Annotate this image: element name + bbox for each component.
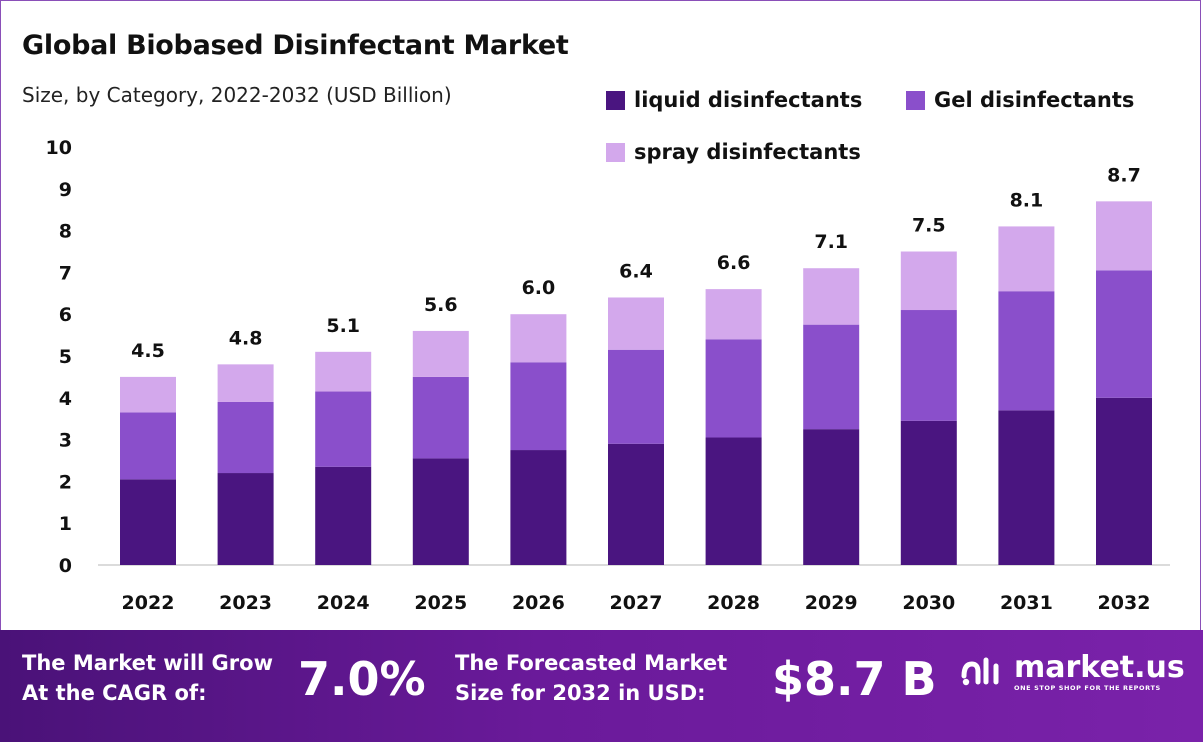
x-tick-label: 2023 — [219, 592, 272, 614]
bar-segment-spray — [608, 297, 664, 350]
brand-tagline: ONE STOP SHOP FOR THE REPORTS — [1014, 683, 1161, 692]
forecast-label: The Forecasted Market Size for 2032 in U… — [455, 648, 727, 708]
x-tick-label: 2025 — [414, 592, 467, 614]
y-tick-label: 8 — [59, 221, 72, 243]
brand-text: market.us ONE STOP SHOP FOR THE REPORTS — [1014, 649, 1185, 692]
y-tick-label: 5 — [59, 346, 72, 368]
market-us-logo-icon — [961, 657, 999, 686]
y-tick-label: 6 — [59, 304, 72, 326]
cagr-label: The Market will Grow At the CAGR of: — [22, 648, 273, 708]
chart-subtitle: Size, by Category, 2022-2032 (USD Billio… — [22, 83, 452, 107]
bar-segment-gel — [803, 324, 860, 430]
x-tick-label: 2027 — [610, 592, 663, 614]
bar-total-label: 6.4 — [619, 260, 653, 282]
chart-title: Global Biobased Disinfectant Market — [22, 30, 569, 61]
bar-segment-gel — [608, 349, 664, 444]
x-tick-label: 2024 — [317, 592, 370, 614]
bar-segment-liquid — [900, 420, 957, 565]
x-tick-label: 2022 — [122, 592, 175, 614]
bar-segment-liquid — [1096, 397, 1152, 565]
forecast-value: $8.7 B — [772, 652, 937, 706]
bar-total-label: 8.1 — [1010, 189, 1044, 211]
bar-total-label: 8.7 — [1107, 164, 1141, 186]
legend-swatch-spray — [606, 142, 625, 162]
bar-segment-liquid — [412, 458, 469, 565]
bar-segment-liquid — [315, 466, 372, 565]
cagr-value: 7.0% — [298, 652, 426, 706]
bar-total-label: 4.8 — [229, 327, 263, 349]
bar-segment-gel — [1096, 270, 1152, 398]
y-tick-label: 7 — [59, 262, 72, 284]
forecast-label-line1: The Forecasted Market — [455, 651, 728, 675]
legend-label-liquid: liquid disinfectants — [634, 88, 863, 112]
x-tick-label: 2031 — [1000, 592, 1053, 614]
bar-segment-spray — [315, 351, 372, 392]
bar-segment-spray — [510, 314, 567, 363]
footer-banner: The Market will Grow At the CAGR of: 7.0… — [0, 630, 1203, 742]
bar-total-label: 7.1 — [814, 231, 848, 253]
brand-name: market.us — [1014, 649, 1185, 685]
y-tick-label: 4 — [59, 388, 72, 410]
bar-total-label: 4.5 — [131, 340, 165, 362]
bar-total-label: 5.6 — [424, 294, 458, 316]
bar-segment-gel — [120, 412, 176, 480]
bar-segment-gel — [315, 391, 372, 467]
bar-segment-liquid — [510, 450, 567, 565]
legend-label-spray: spray disinfectants — [634, 140, 861, 164]
legend-item-spray: spray disinfectants — [606, 140, 861, 164]
brand-logo: market.us ONE STOP SHOP FOR THE REPORTS — [960, 652, 1185, 692]
x-tick-label: 2028 — [707, 592, 760, 614]
legend-item-gel: Gel disinfectants — [906, 88, 1134, 112]
bar-segment-liquid — [217, 473, 274, 565]
bar-segment-gel — [705, 339, 762, 438]
bar-segment-liquid — [998, 410, 1055, 565]
legend-swatch-gel — [906, 90, 925, 110]
legend-item-liquid: liquid disinfectants — [606, 88, 862, 112]
x-tick-label: 2026 — [512, 592, 565, 614]
bar-segment-gel — [412, 376, 469, 459]
bar-segment-liquid — [803, 429, 860, 565]
forecast-label-line2: Size for 2032 in USD: — [455, 681, 706, 705]
stacked-bar-chart: 0 1 2 3 4 5 6 7 8 9 10 4.5 2022 4.8 2023 5.1 2024 5.6 2025… — [46, 137, 1170, 614]
bar-segment-gel — [217, 401, 274, 474]
bar-segment-gel — [998, 291, 1055, 411]
bar-total-label: 7.5 — [912, 215, 946, 237]
bar-segment-spray — [803, 268, 860, 325]
bar-segment-spray — [998, 226, 1055, 292]
y-tick-label: 10 — [46, 137, 72, 159]
legend-swatch-liquid — [606, 90, 625, 110]
x-tick-label: 2029 — [805, 592, 858, 614]
bar-segment-spray — [705, 289, 762, 340]
bar-total-label: 6.0 — [522, 277, 556, 299]
y-tick-label: 1 — [59, 513, 72, 535]
bar-segment-liquid — [120, 479, 176, 565]
bar-segment-gel — [900, 310, 957, 421]
x-tick-label: 2030 — [902, 592, 955, 614]
bar-segment-spray — [217, 364, 274, 402]
bar-segment-spray — [900, 251, 957, 311]
bar-segment-liquid — [608, 443, 664, 565]
y-tick-label: 9 — [59, 179, 72, 201]
bar-segment-liquid — [705, 437, 762, 565]
bar-total-label: 6.6 — [717, 252, 751, 274]
y-tick-label: 2 — [59, 471, 72, 493]
bar-total-label: 5.1 — [326, 315, 360, 337]
y-tick-label: 3 — [59, 430, 72, 452]
bar-segment-gel — [510, 362, 567, 451]
cagr-label-line2: At the CAGR of: — [22, 681, 207, 705]
cagr-label-line1: The Market will Grow — [22, 651, 273, 675]
legend-label-gel: Gel disinfectants — [934, 88, 1135, 112]
bar-segment-spray — [412, 330, 469, 377]
x-tick-label: 2032 — [1098, 592, 1151, 614]
bar-segment-spray — [120, 376, 176, 413]
bar-segment-spray — [1096, 201, 1152, 271]
y-tick-label: 0 — [59, 555, 72, 577]
